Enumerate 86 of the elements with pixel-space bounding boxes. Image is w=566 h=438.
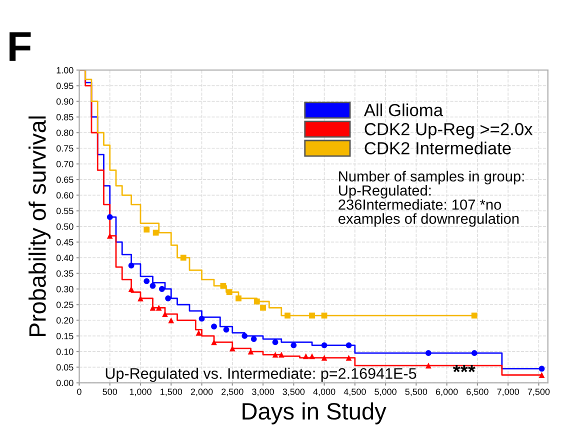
point: [538, 372, 545, 378]
point: [302, 353, 309, 360]
x-tick-label: 7,000: [497, 388, 520, 396]
x-tick-label: 5,000: [374, 388, 396, 396]
x-tick-label: 1,500: [160, 388, 182, 396]
point: [165, 295, 172, 302]
x-tick-label: 6,000: [436, 388, 458, 396]
y-tick-label: 0.30: [56, 286, 74, 292]
x-tick-label: 2,500: [222, 388, 244, 396]
annotation: Up-Regulated vs. Intermediate: p=2.16941E-5: [106, 368, 416, 382]
point: [250, 336, 257, 342]
x-tick-label: 2,000: [190, 388, 213, 396]
point: [538, 366, 545, 372]
point: [226, 289, 232, 296]
y-tick-label: 0.65: [56, 176, 74, 183]
point: [278, 352, 284, 358]
point: [309, 312, 315, 319]
x-tick-label: 0: [77, 388, 82, 395]
point: [309, 353, 315, 360]
legend-label: All Glioma: [364, 104, 444, 116]
y-tick-label: 0.70: [56, 160, 74, 168]
y-tick-label: 0.05: [56, 364, 74, 371]
point: [158, 286, 165, 292]
y-tick-label: 0.15: [56, 332, 74, 340]
y-tick-label: 0.95: [56, 82, 74, 90]
y-axis-title: Probability of survival: [28, 116, 51, 336]
x-tick-label: 3,500: [282, 388, 305, 396]
x-tick-label: 4,000: [313, 388, 336, 396]
point: [471, 312, 478, 319]
legend-label: CDK2 Up-Reg >=2.0x: [364, 123, 533, 139]
annotation: Number of samples in group: Up-Regulated: 236Intermediate: 107 *no examples of downregulation: [338, 170, 524, 227]
point: [144, 278, 150, 284]
point: [254, 298, 260, 304]
point: [272, 339, 278, 346]
point: [346, 342, 352, 348]
point: [321, 312, 328, 319]
point: [236, 295, 242, 302]
x-tick-label: 3,000: [252, 388, 274, 396]
point: [128, 262, 134, 268]
x-tick-label: 6,500: [466, 388, 488, 396]
point: [180, 254, 186, 261]
y-tick-label: 0.20: [56, 317, 74, 324]
legend-label: CDK2 Intermediate: [364, 142, 511, 154]
point: [284, 312, 290, 319]
y-tick-label: 0.45: [56, 239, 74, 246]
y-tick-label: 1.00: [56, 67, 74, 74]
point: [260, 304, 266, 311]
y-tick-label: 0.55: [56, 208, 74, 214]
y-tick-label: 0.25: [56, 302, 74, 308]
y-tick-label: 0.00: [56, 380, 74, 386]
y-tick-label: 0.60: [56, 192, 74, 199]
annotation: ***: [452, 364, 476, 372]
y-tick-label: 0.90: [56, 98, 74, 105]
point: [150, 282, 156, 289]
point: [156, 304, 162, 311]
y-tick-label: 0.35: [56, 270, 74, 277]
x-tick-label: 5,500: [405, 388, 428, 396]
point: [223, 326, 230, 333]
point: [168, 317, 174, 324]
point: [242, 332, 248, 339]
text: F: [10, 32, 31, 61]
x-axis-title: Days in Study: [242, 402, 386, 424]
point: [211, 324, 217, 330]
point: [196, 330, 202, 336]
y-tick-label: 0.10: [56, 348, 74, 355]
point: [425, 362, 432, 369]
point: [321, 342, 328, 348]
y-tick-label: 0.85: [56, 114, 74, 120]
y-tick-label: 0.40: [56, 254, 74, 262]
y-tick-label: 0.50: [56, 223, 74, 230]
point: [272, 352, 278, 358]
point: [106, 214, 113, 220]
x-tick-label: 4,500: [344, 388, 366, 396]
x-tick-label: 7,500: [528, 388, 550, 396]
y-tick-label: 0.75: [56, 145, 74, 152]
point: [290, 342, 297, 348]
point: [220, 282, 226, 289]
y-tick-label: 0.80: [56, 130, 74, 136]
point: [152, 230, 159, 236]
point: [128, 286, 134, 292]
x-tick-label: 500: [102, 388, 118, 395]
point: [425, 350, 432, 356]
point: [471, 350, 478, 356]
x-tick-label: 1,000: [130, 388, 152, 396]
point: [198, 316, 205, 322]
point: [144, 226, 150, 233]
